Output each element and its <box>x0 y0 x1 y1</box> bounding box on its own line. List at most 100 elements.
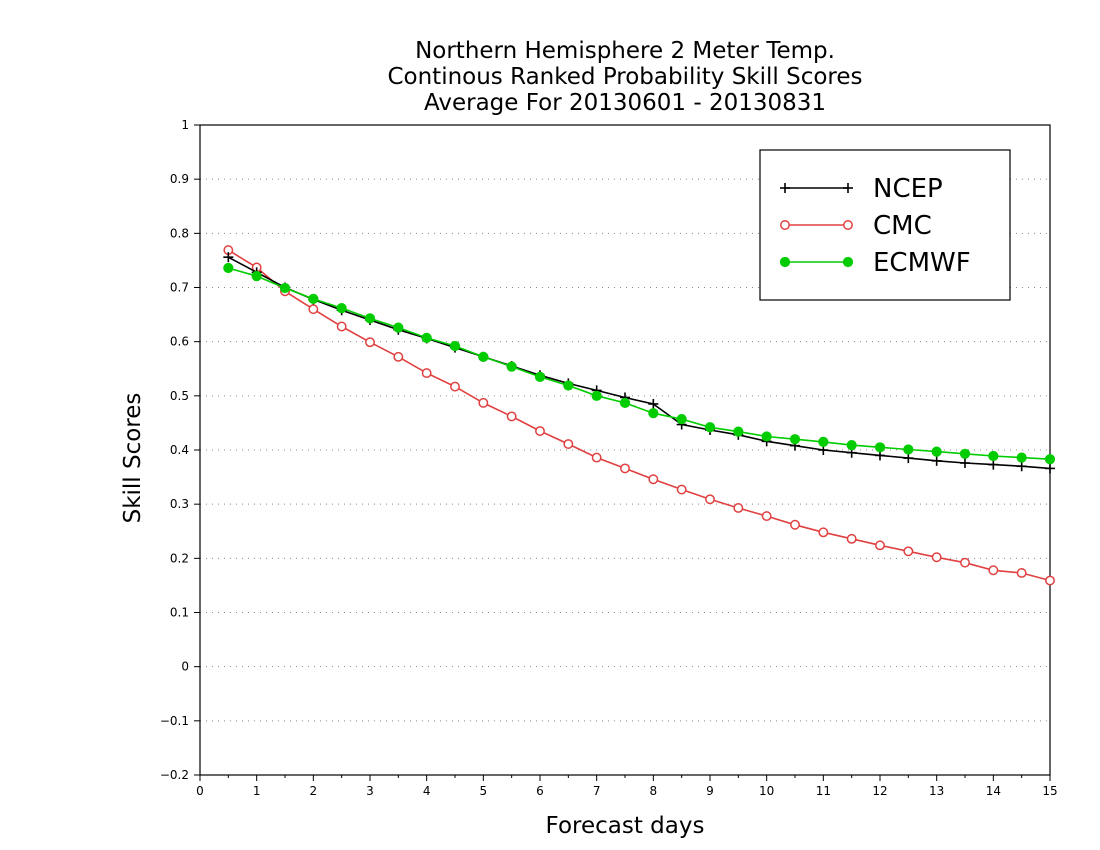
y-axis-label: Skill Scores <box>120 393 146 524</box>
legend-label-ncep: NCEP <box>873 174 943 204</box>
data-point-ecmwf-12 <box>563 380 574 391</box>
y-tick-label-1: −0.1 <box>160 714 189 728</box>
data-point-cmc-4 <box>336 321 347 332</box>
x-tick-label-11: 11 <box>816 784 831 798</box>
x-tick-label-4: 4 <box>423 784 431 798</box>
legend-marker-start-ncep <box>780 183 790 193</box>
data-point-cmc-22 <box>846 533 857 544</box>
data-point-ecmwf-5 <box>364 313 376 324</box>
data-series <box>223 245 1056 586</box>
x-tick-label-13: 13 <box>929 784 944 798</box>
legend-marker-start-ecmwf <box>779 256 791 268</box>
x-tick-label-12: 12 <box>872 784 887 798</box>
data-point-ecmwf-27 <box>988 450 999 462</box>
x-tick-label-6: 6 <box>536 784 544 798</box>
legend-marker-end-ecmwf <box>842 256 854 268</box>
title-line-1: Continous Ranked Probability Skill Score… <box>387 64 862 90</box>
x-tick-label-0: 0 <box>196 784 204 798</box>
data-point-cmc-8 <box>450 381 460 392</box>
title-line-0: Northern Hemisphere 2 Meter Temp. <box>415 38 835 64</box>
data-point-ecmwf-11 <box>534 371 546 382</box>
data-point-ecmwf-3 <box>308 293 319 304</box>
data-point-ecmwf-15 <box>648 408 659 419</box>
data-point-ecmwf-29 <box>1044 454 1056 465</box>
x-tick-label-5: 5 <box>480 784 488 798</box>
data-point-ecmwf-23 <box>874 442 886 453</box>
data-point-ecmwf-1 <box>251 271 262 282</box>
x-tick-label-7: 7 <box>593 784 601 798</box>
data-point-ecmwf-21 <box>818 436 829 447</box>
data-point-ecmwf-2 <box>279 282 291 294</box>
data-point-ecmwf-10 <box>506 361 517 372</box>
x-tick-label-15: 15 <box>1042 784 1057 798</box>
axis-ticks: −0.2−0.100.10.20.30.40.50.60.70.80.910 1 2… <box>160 118 1058 798</box>
data-point-ncep-29 <box>1045 463 1055 474</box>
x-tick-label-3: 3 <box>366 784 374 798</box>
data-point-cmc-17 <box>705 494 715 505</box>
data-point-ecmwf-19 <box>761 431 772 442</box>
y-tick-label-3: 0.1 <box>170 606 189 620</box>
data-point-cmc-28 <box>1016 568 1027 578</box>
data-point-cmc-15 <box>648 474 659 485</box>
data-point-ncep-26 <box>960 458 970 468</box>
data-point-cmc-21 <box>818 527 829 538</box>
data-point-ecmwf-25 <box>931 446 942 457</box>
data-point-ecmwf-22 <box>846 440 857 451</box>
y-tick-label-9: 0.7 <box>170 281 189 295</box>
x-axis-label: Forecast days <box>546 813 705 839</box>
legend-label-cmc: CMC <box>873 211 932 241</box>
x-tick-label-9: 9 <box>706 784 714 798</box>
data-point-ecmwf-13 <box>591 390 602 401</box>
data-point-cmc-14 <box>620 463 630 474</box>
data-point-ecmwf-16 <box>676 414 687 425</box>
data-point-ecmwf-26 <box>959 448 971 459</box>
data-point-ncep-28 <box>1016 461 1027 472</box>
data-point-cmc-19 <box>761 511 772 522</box>
data-point-cmc-20 <box>790 519 800 530</box>
series-cmc <box>223 245 1055 586</box>
y-tick-label-12: 1 <box>181 118 189 132</box>
data-point-ncep-25 <box>931 455 942 466</box>
data-point-ncep-0 <box>223 252 234 263</box>
data-point-cmc-24 <box>903 546 914 557</box>
data-point-ncep-24 <box>903 453 914 464</box>
chart-title: Northern Hemisphere 2 Meter Temp.Contino… <box>387 38 862 116</box>
data-point-cmc-13 <box>591 452 602 463</box>
data-point-cmc-9 <box>478 397 489 408</box>
data-point-cmc-3 <box>308 304 319 315</box>
data-point-cmc-11 <box>535 426 545 436</box>
data-point-cmc-6 <box>393 351 404 362</box>
data-point-cmc-26 <box>960 557 970 568</box>
x-tick-label-10: 10 <box>759 784 774 798</box>
legend-marker-end-cmc <box>843 220 853 230</box>
data-point-cmc-29 <box>1045 575 1055 586</box>
data-point-ecmwf-14 <box>619 397 631 408</box>
data-point-cmc-16 <box>676 484 687 495</box>
y-tick-label-10: 0.8 <box>170 226 189 240</box>
data-point-cmc-12 <box>563 439 574 449</box>
legend-marker-end-ncep <box>843 183 853 193</box>
y-tick-label-7: 0.5 <box>170 389 189 403</box>
legend-label-ecmwf: ECMWF <box>873 248 971 278</box>
data-point-cmc-25 <box>931 552 942 563</box>
x-tick-label-1: 1 <box>253 784 261 798</box>
data-point-cmc-10 <box>506 411 517 422</box>
data-point-ecmwf-20 <box>789 434 801 445</box>
data-point-ecmwf-28 <box>1016 452 1027 463</box>
data-point-ecmwf-18 <box>733 426 744 437</box>
data-point-ecmwf-7 <box>421 332 432 343</box>
y-tick-label-6: 0.4 <box>170 443 189 457</box>
data-point-cmc-5 <box>365 337 375 348</box>
x-tick-label-14: 14 <box>986 784 1001 798</box>
data-point-cmc-18 <box>733 503 744 513</box>
data-point-ecmwf-0 <box>223 262 234 274</box>
y-tick-label-2: 0 <box>181 660 189 674</box>
data-point-cmc-23 <box>875 540 885 551</box>
data-point-ecmwf-17 <box>704 422 716 433</box>
data-point-ecmwf-24 <box>903 444 914 455</box>
data-point-ncep-27 <box>988 459 999 470</box>
y-tick-label-4: 0.2 <box>170 551 189 565</box>
data-point-ecmwf-6 <box>393 322 404 333</box>
data-point-ecmwf-4 <box>336 302 347 314</box>
